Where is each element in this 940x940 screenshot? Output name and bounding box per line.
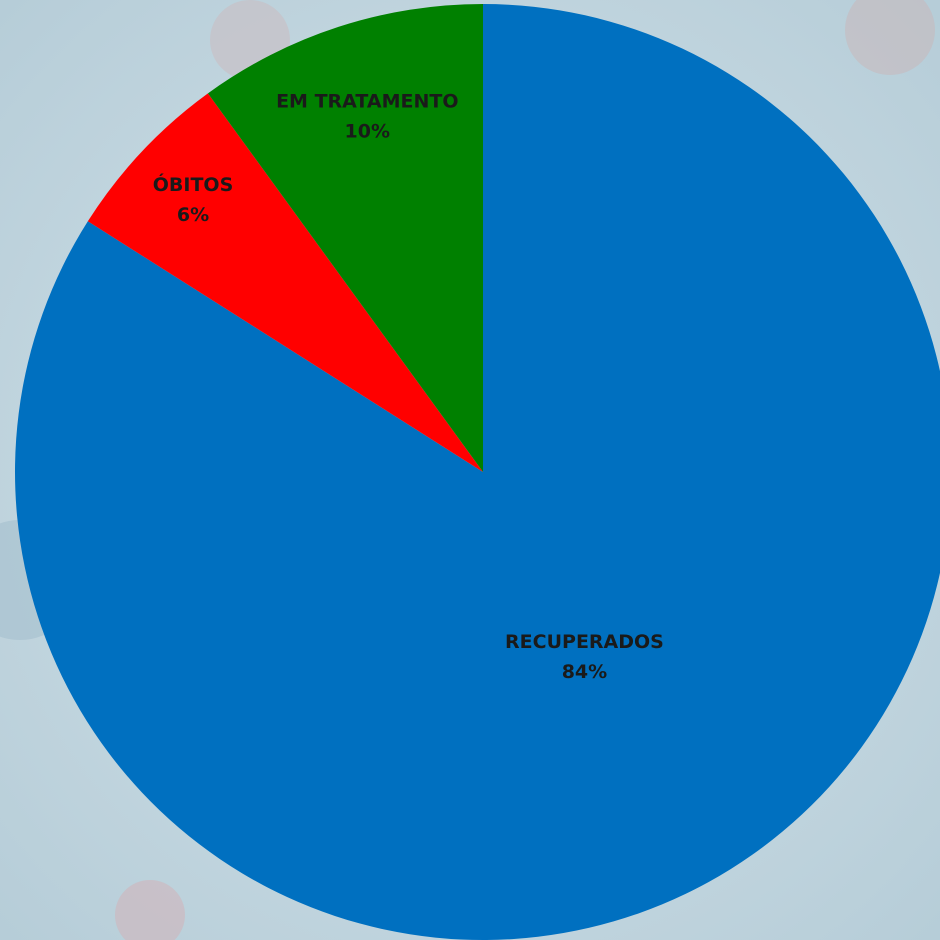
slice-category-label: RECUPERADOS: [505, 631, 664, 653]
pie-slice: [87, 93, 484, 473]
slice-category-label: ÓBITOS: [153, 172, 234, 196]
slice-category-label: EM TRATAMENTO: [276, 90, 458, 112]
slice-value-label: 84%: [562, 661, 607, 683]
pie-slice: [15, 4, 940, 940]
slice-value-label: 10%: [345, 120, 390, 142]
background-decoration: [115, 880, 185, 940]
pie-slice: [207, 4, 483, 472]
background-decoration: [845, 0, 935, 75]
slice-value-label: 6%: [177, 204, 209, 226]
